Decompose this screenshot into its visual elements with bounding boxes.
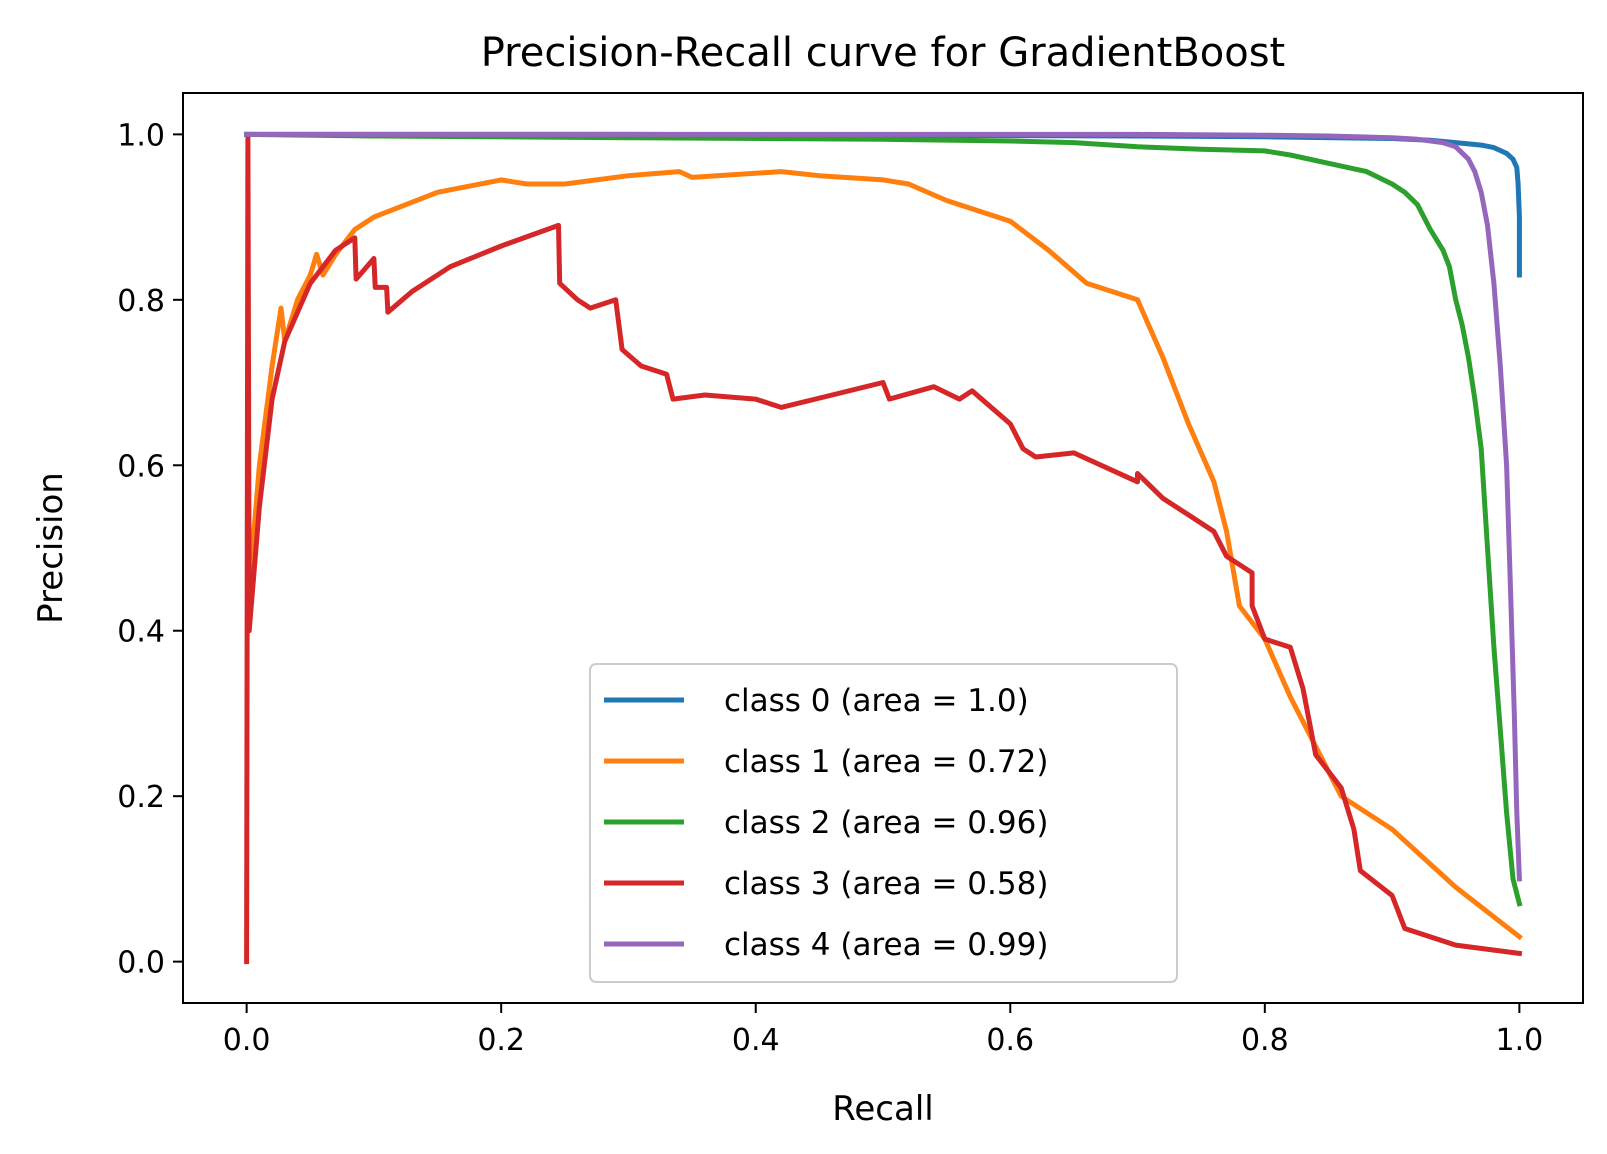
legend-entry-label: class 4 (area = 0.99) xyxy=(724,927,1048,963)
x-tick-label: 0.0 xyxy=(223,1023,271,1058)
y-tick-label: 0.8 xyxy=(117,284,165,319)
series-line-class-3 xyxy=(244,131,1523,965)
series-line-class-0 xyxy=(244,131,1522,278)
curves-layer xyxy=(244,131,1523,965)
y-tick-label: 1.0 xyxy=(117,118,165,153)
y-tick-label: 0.2 xyxy=(117,780,165,815)
y-axis-ticks: 0.0 0.2 0.4 0.6 0.8 1.0 xyxy=(117,118,183,981)
x-tick-label: 0.2 xyxy=(477,1023,525,1058)
x-axis-ticks: 0.0 0.2 0.4 0.6 0.8 1.0 xyxy=(223,1003,1543,1058)
y-tick-label: 0.6 xyxy=(117,449,165,484)
chart-title: Precision-Recall curve for GradientBoost xyxy=(481,30,1285,76)
plot-frame xyxy=(182,92,1584,1004)
series-line-class-4 xyxy=(244,131,1522,882)
x-tick-label: 0.6 xyxy=(986,1023,1034,1058)
series-line-class-1 xyxy=(246,169,1523,941)
legend-entry-label: class 1 (area = 0.72) xyxy=(724,744,1048,780)
y-axis-label: Precision xyxy=(31,472,71,624)
legend-entry-label: class 0 (area = 1.0) xyxy=(724,683,1029,719)
y-tick-label: 0.4 xyxy=(117,615,165,650)
x-tick-label: 0.4 xyxy=(732,1023,780,1058)
x-tick-label: 1.0 xyxy=(1496,1023,1544,1058)
legend: class 0 (area = 1.0) class 1 (area = 0.72… xyxy=(589,663,1178,983)
legend-entry-label: class 3 (area = 0.58) xyxy=(724,866,1048,902)
legend-box xyxy=(589,663,1178,983)
series-line-class-2 xyxy=(244,131,1523,907)
x-axis-label: Recall xyxy=(832,1089,933,1129)
legend-entry-label: class 2 (area = 0.96) xyxy=(724,805,1048,841)
x-tick-label: 0.8 xyxy=(1241,1023,1289,1058)
y-tick-label: 0.0 xyxy=(117,946,165,981)
